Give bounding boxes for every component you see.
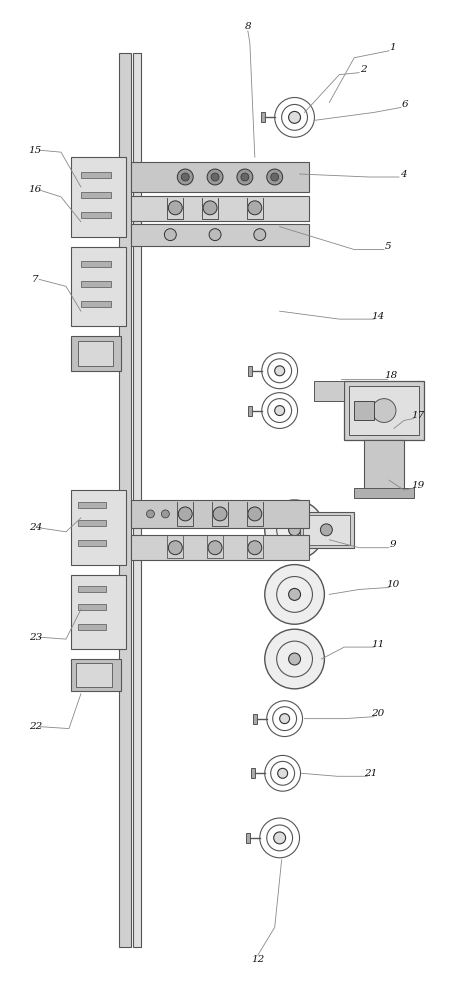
Bar	[78, 520, 106, 526]
Bar	[248, 406, 252, 416]
Bar	[251, 768, 255, 778]
Text: 20: 20	[372, 709, 385, 718]
Circle shape	[289, 588, 300, 600]
Bar	[133, 53, 141, 947]
Circle shape	[207, 169, 223, 185]
Circle shape	[320, 524, 332, 536]
Circle shape	[274, 832, 285, 844]
Circle shape	[271, 173, 279, 181]
Text: 8: 8	[244, 22, 251, 31]
Text: 14: 14	[372, 312, 385, 321]
Bar	[344, 381, 424, 440]
Bar	[81, 212, 110, 218]
Circle shape	[248, 541, 262, 555]
Bar	[131, 196, 309, 221]
Text: 1: 1	[390, 43, 396, 52]
Circle shape	[168, 201, 182, 215]
Bar	[131, 535, 309, 560]
Bar	[81, 261, 110, 267]
Bar	[354, 401, 374, 420]
Bar	[261, 112, 265, 122]
Bar	[246, 833, 250, 843]
Bar	[364, 440, 404, 490]
Circle shape	[248, 507, 262, 521]
Text: 10: 10	[387, 580, 400, 589]
Bar	[248, 366, 252, 376]
Circle shape	[203, 201, 217, 215]
Circle shape	[161, 510, 169, 518]
Bar	[76, 663, 112, 687]
Circle shape	[289, 653, 300, 665]
Text: 7: 7	[32, 275, 38, 284]
Bar	[78, 502, 106, 508]
Circle shape	[168, 541, 182, 555]
Text: 12: 12	[251, 955, 264, 964]
Circle shape	[178, 507, 192, 521]
Bar	[253, 714, 257, 724]
Circle shape	[280, 714, 290, 724]
Bar	[131, 162, 309, 192]
Circle shape	[267, 169, 283, 185]
Text: 17: 17	[411, 411, 424, 420]
Text: 18: 18	[384, 371, 398, 380]
Circle shape	[213, 507, 227, 521]
Bar	[131, 224, 309, 246]
Bar	[349, 386, 419, 435]
Text: 6: 6	[401, 100, 408, 109]
Circle shape	[241, 173, 249, 181]
Circle shape	[265, 565, 324, 624]
Bar	[299, 512, 354, 548]
Circle shape	[278, 768, 288, 778]
Circle shape	[177, 169, 193, 185]
Circle shape	[164, 229, 176, 241]
Circle shape	[181, 173, 189, 181]
Bar	[81, 172, 110, 178]
Circle shape	[289, 524, 300, 536]
Bar	[78, 586, 106, 592]
Bar	[71, 247, 126, 326]
Bar	[314, 381, 344, 401]
Text: 22: 22	[28, 722, 42, 731]
Circle shape	[254, 229, 266, 241]
Circle shape	[372, 399, 396, 422]
Bar	[81, 192, 110, 198]
Text: 9: 9	[390, 540, 396, 549]
Circle shape	[275, 406, 285, 416]
Circle shape	[289, 111, 300, 123]
Circle shape	[265, 500, 324, 560]
Circle shape	[208, 541, 222, 555]
Text: 2: 2	[360, 65, 367, 74]
Text: 5: 5	[385, 242, 391, 251]
Bar	[119, 53, 131, 947]
Bar	[71, 490, 126, 565]
Text: 4: 4	[400, 170, 406, 179]
Bar	[78, 341, 113, 366]
Text: 11: 11	[372, 640, 385, 649]
Bar	[78, 604, 106, 610]
Bar	[71, 336, 121, 371]
Text: 19: 19	[411, 481, 424, 490]
Circle shape	[237, 169, 253, 185]
Bar	[71, 157, 126, 237]
Bar	[78, 540, 106, 546]
Circle shape	[275, 366, 285, 376]
Bar	[81, 301, 110, 307]
Bar	[71, 659, 121, 691]
Text: 23: 23	[28, 633, 42, 642]
Circle shape	[147, 510, 154, 518]
Bar	[81, 281, 110, 287]
Circle shape	[209, 229, 221, 241]
Text: 21: 21	[364, 769, 378, 778]
Bar	[78, 624, 106, 630]
Bar	[71, 575, 126, 649]
Circle shape	[248, 201, 262, 215]
Text: 16: 16	[28, 185, 42, 194]
Circle shape	[211, 173, 219, 181]
Text: 15: 15	[28, 146, 42, 155]
Bar	[131, 500, 309, 528]
Bar	[303, 515, 350, 545]
Text: 24: 24	[28, 523, 42, 532]
Bar	[354, 488, 414, 498]
Circle shape	[265, 629, 324, 689]
